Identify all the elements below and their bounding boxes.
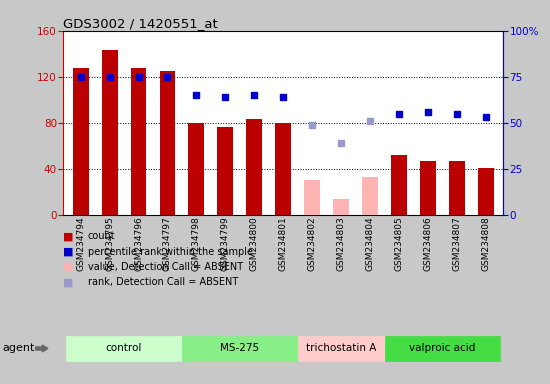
Bar: [102, 50, 118, 215]
Text: ■: ■: [63, 231, 74, 241]
Bar: [449, 161, 465, 215]
Bar: [391, 155, 407, 215]
Bar: [362, 177, 378, 215]
Bar: [246, 119, 262, 215]
Text: ■: ■: [63, 277, 74, 287]
Text: rank, Detection Call = ABSENT: rank, Detection Call = ABSENT: [88, 277, 238, 287]
Bar: [217, 127, 233, 215]
Text: trichostatin A: trichostatin A: [306, 343, 376, 354]
Bar: [160, 71, 175, 215]
Bar: [73, 68, 89, 215]
Text: agent: agent: [3, 343, 35, 354]
Text: control: control: [106, 343, 142, 354]
Text: MS-275: MS-275: [220, 343, 260, 354]
Bar: [130, 68, 146, 215]
Text: GDS3002 / 1420551_at: GDS3002 / 1420551_at: [63, 17, 218, 30]
Bar: [420, 161, 436, 215]
Bar: [276, 123, 291, 215]
Text: count: count: [88, 231, 116, 241]
Bar: [478, 168, 494, 215]
Text: ■: ■: [63, 262, 74, 272]
Bar: [189, 123, 205, 215]
Text: valproic acid: valproic acid: [409, 343, 476, 354]
Text: value, Detection Call = ABSENT: value, Detection Call = ABSENT: [88, 262, 243, 272]
Bar: [333, 199, 349, 215]
Text: percentile rank within the sample: percentile rank within the sample: [88, 247, 253, 257]
Bar: [304, 180, 320, 215]
Text: ■: ■: [63, 247, 74, 257]
